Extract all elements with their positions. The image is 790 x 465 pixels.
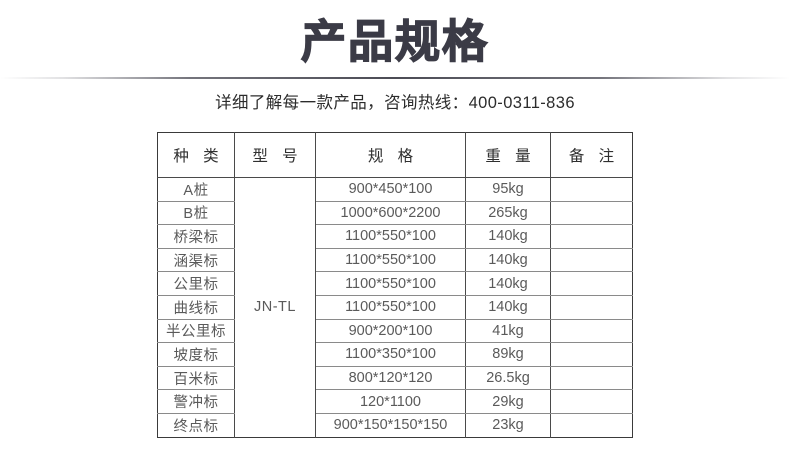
cell-type: 坡度标 [157,342,235,367]
table-row: 桥梁标 1100*550*100 140kg [157,224,633,249]
cell-type: 警冲标 [157,389,235,414]
cell-spec: 1100*550*100 [315,271,466,296]
column-header-weight: 重 量 [465,132,551,178]
cell-type: 涵渠标 [157,248,235,273]
cell-weight: 26.5kg [465,366,551,391]
cell-spec: 1000*600*2200 [315,201,466,226]
cell-type: B桩 [157,201,235,226]
cell-weight: 89kg [465,342,551,367]
cell-note [550,342,633,367]
cell-spec: 800*120*120 [315,366,466,391]
page-title: 产品规格 [300,15,489,67]
cell-weight: 41kg [465,319,551,344]
cell-weight: 95kg [465,177,551,202]
cell-note [550,319,633,344]
table-row: A桩 JN-TL 900*450*100 95kg [157,177,633,438]
table-row: 涵渠标 1100*550*100 140kg [157,248,633,273]
table-row: 公里标 1100*550*100 140kg [157,271,633,296]
cell-weight: 140kg [465,271,551,296]
table-header: 种 类 型 号 规 格 重 量 备 注 [157,132,633,178]
cell-weight: 29kg [465,389,551,414]
cell-type: 百米标 [157,366,235,391]
table-row: 百米标 800*120*120 26.5kg [157,366,633,391]
cell-note [550,248,633,273]
cell-spec: 900*200*100 [315,319,466,344]
cell-weight: 265kg [465,201,551,226]
column-header-model: 型 号 [234,132,316,178]
cell-note [550,413,633,438]
table-row: 半公里标 900*200*100 41kg [157,319,633,344]
page-subtitle: 详细了解每一款产品，咨询热线：400-0311-836 [215,94,575,112]
cell-note [550,366,633,391]
cell-note [550,201,633,226]
cell-spec: 1100*350*100 [315,342,466,367]
cell-spec: 1100*550*100 [315,248,466,273]
header-block: 产品规格 详细了解每一款产品，咨询热线：400-0311-836 [0,0,790,113]
table-header-row: 种 类 型 号 规 格 重 量 备 注 [157,132,633,178]
cell-note [550,224,633,249]
cell-weight: 23kg [465,413,551,438]
cell-weight: 140kg [465,224,551,249]
cell-type: 公里标 [157,271,235,296]
cell-type: 桥梁标 [157,224,235,249]
cell-type: 曲线标 [157,295,235,320]
cell-note [550,177,633,202]
table-body: A桩 JN-TL 900*450*100 95kg B桩 1000*600*2200 265… [157,177,633,438]
cell-note [550,271,633,296]
cell-spec: 1100*550*100 [315,295,466,320]
table-row: 坡度标 1100*350*100 89kg [157,342,633,367]
cell-type: 半公里标 [157,319,235,344]
title-divider-rule [0,77,790,79]
cell-model: JN-TL [234,177,316,438]
cell-type: A桩 [157,177,235,202]
table-row: B桩 1000*600*2200 265kg [157,201,633,226]
cell-note [550,389,633,414]
cell-spec: 900*150*150*150 [315,413,466,438]
cell-weight: 140kg [465,295,551,320]
cell-spec: 120*1100 [315,389,466,414]
table-row: 曲线标 1100*550*100 140kg [157,295,633,320]
column-header-type: 种 类 [157,132,235,178]
table-row: 终点标 900*150*150*150 23kg [157,413,633,438]
column-header-spec: 规 格 [315,132,466,178]
cell-weight: 140kg [465,248,551,273]
table-row: 警冲标 120*1100 29kg [157,389,633,414]
cell-note [550,295,633,320]
column-header-note: 备 注 [550,132,633,178]
product-spec-table: 种 类 型 号 规 格 重 量 备 注 A桩 JN-TL 900*450*100 95… [157,132,633,438]
spec-table-container: 种 类 型 号 规 格 重 量 备 注 A桩 JN-TL 900*450*100 95… [157,132,633,438]
cell-type: 终点标 [157,413,235,438]
cell-spec: 1100*550*100 [315,224,466,249]
cell-spec: 900*450*100 [315,177,466,202]
